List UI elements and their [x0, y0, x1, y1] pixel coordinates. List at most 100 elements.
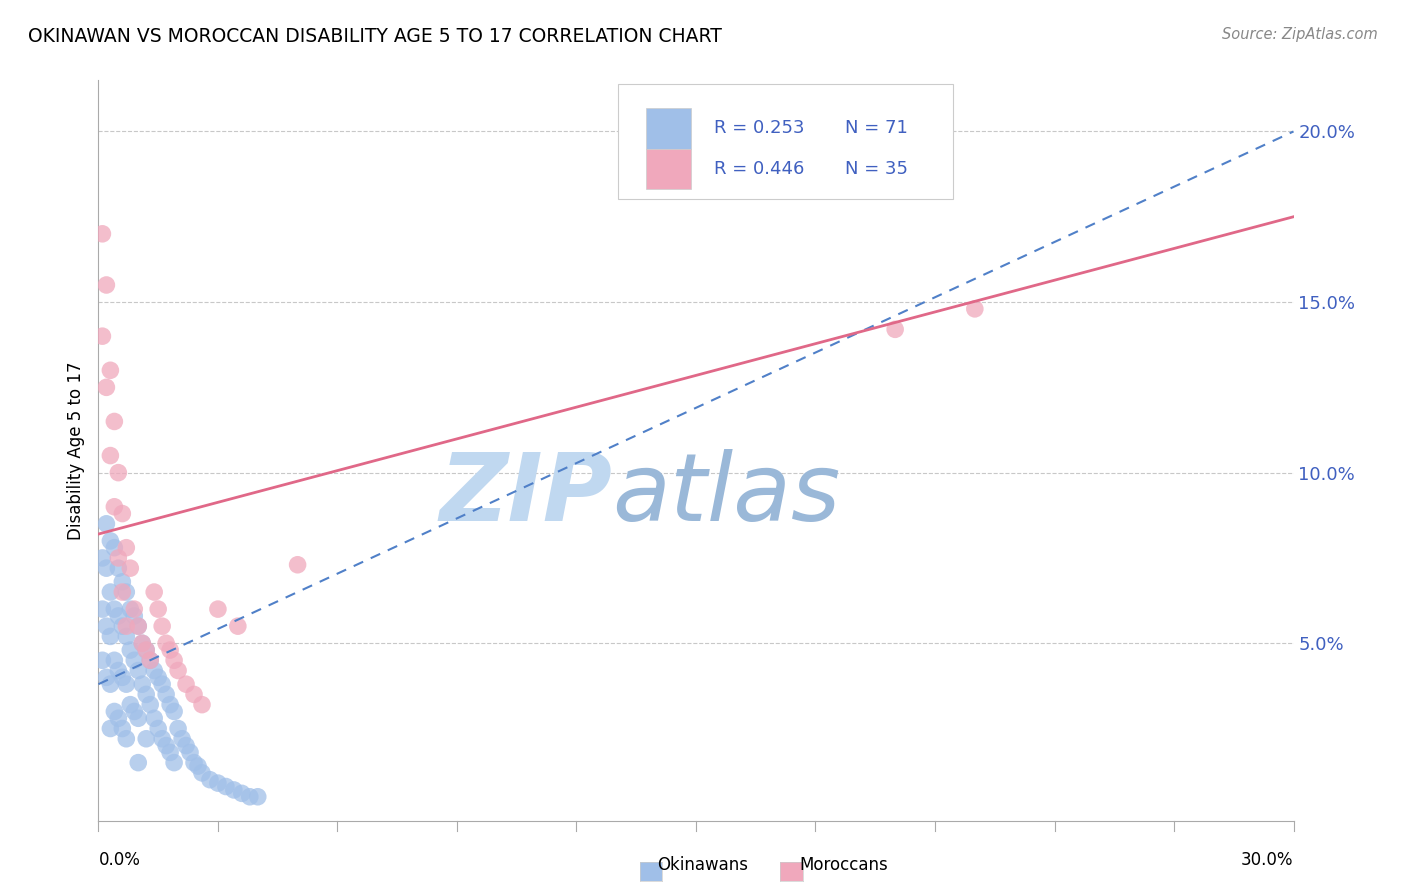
Point — [115, 619, 138, 633]
Point — [246, 789, 269, 804]
Point — [107, 609, 129, 624]
Point — [215, 780, 238, 794]
Point — [98, 363, 122, 377]
Point — [139, 653, 162, 667]
Point — [120, 561, 142, 575]
Point — [115, 677, 138, 691]
Point — [226, 619, 249, 633]
Point — [143, 711, 166, 725]
Point — [207, 776, 229, 790]
Point — [103, 705, 125, 719]
Point — [287, 558, 309, 572]
Point — [107, 466, 129, 480]
Point — [172, 731, 194, 746]
Point — [91, 329, 114, 343]
Point — [135, 687, 157, 701]
Point — [96, 619, 118, 633]
Text: OKINAWAN VS MOROCCAN DISABILITY AGE 5 TO 17 CORRELATION CHART: OKINAWAN VS MOROCCAN DISABILITY AGE 5 TO… — [28, 27, 723, 45]
Point — [127, 619, 149, 633]
Point — [91, 602, 114, 616]
Point — [135, 643, 157, 657]
Point — [198, 772, 221, 787]
Point — [148, 602, 170, 616]
Point — [96, 670, 118, 684]
Point — [163, 653, 186, 667]
Point — [143, 664, 166, 678]
Point — [115, 629, 138, 643]
Point — [111, 574, 134, 589]
Point — [111, 507, 134, 521]
Y-axis label: Disability Age 5 to 17: Disability Age 5 to 17 — [66, 361, 84, 540]
FancyBboxPatch shape — [619, 84, 953, 199]
Point — [191, 698, 214, 712]
Bar — [645, 108, 692, 149]
Point — [120, 602, 142, 616]
Point — [159, 698, 181, 712]
Text: R = 0.446: R = 0.446 — [714, 161, 804, 178]
Point — [963, 301, 986, 316]
Point — [98, 629, 122, 643]
Point — [103, 541, 125, 555]
Point — [127, 756, 149, 770]
Text: R = 0.253: R = 0.253 — [714, 120, 804, 137]
Point — [163, 756, 186, 770]
Point — [148, 722, 170, 736]
Point — [222, 783, 245, 797]
Point — [159, 643, 181, 657]
Text: ZIP: ZIP — [440, 449, 613, 541]
Point — [150, 677, 173, 691]
Point — [107, 550, 129, 565]
Point — [231, 786, 253, 800]
Point — [143, 585, 166, 599]
Point — [98, 585, 122, 599]
Point — [135, 643, 157, 657]
Point — [207, 602, 229, 616]
Point — [167, 722, 190, 736]
Point — [115, 585, 138, 599]
Point — [124, 602, 146, 616]
Point — [98, 722, 122, 736]
Point — [115, 541, 138, 555]
Point — [150, 619, 173, 633]
Point — [107, 561, 129, 575]
Point — [174, 739, 197, 753]
Point — [91, 550, 114, 565]
Point — [155, 687, 177, 701]
Point — [124, 653, 146, 667]
Point — [107, 664, 129, 678]
Point — [91, 227, 114, 241]
Text: atlas: atlas — [613, 450, 841, 541]
Point — [167, 664, 190, 678]
Point — [155, 636, 177, 650]
Point — [103, 414, 125, 428]
Point — [96, 561, 118, 575]
Point — [107, 711, 129, 725]
Text: N = 71: N = 71 — [845, 120, 908, 137]
Point — [187, 759, 209, 773]
Point — [111, 722, 134, 736]
Text: Okinawans: Okinawans — [658, 856, 748, 874]
Text: Source: ZipAtlas.com: Source: ZipAtlas.com — [1222, 27, 1378, 42]
Point — [98, 449, 122, 463]
Point — [115, 731, 138, 746]
Point — [174, 677, 197, 691]
Point — [103, 602, 125, 616]
Point — [96, 516, 118, 531]
Point — [191, 765, 214, 780]
Point — [127, 619, 149, 633]
Point — [884, 322, 907, 336]
Point — [159, 746, 181, 760]
Point — [91, 653, 114, 667]
Point — [98, 533, 122, 548]
Point — [124, 609, 146, 624]
Point — [120, 643, 142, 657]
Point — [103, 653, 125, 667]
Text: 0.0%: 0.0% — [98, 851, 141, 869]
Point — [179, 746, 201, 760]
Point — [150, 731, 173, 746]
Text: 30.0%: 30.0% — [1241, 851, 1294, 869]
Text: Moroccans: Moroccans — [799, 856, 889, 874]
Point — [124, 705, 146, 719]
Point — [139, 653, 162, 667]
Point — [139, 698, 162, 712]
